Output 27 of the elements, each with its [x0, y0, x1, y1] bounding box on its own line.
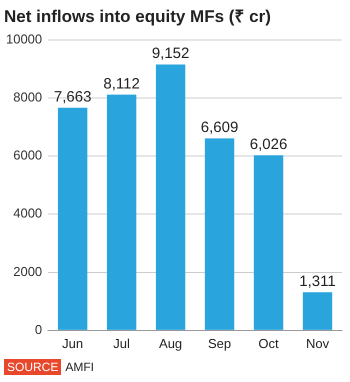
- x-tick-label: Nov: [306, 336, 330, 351]
- data-label: 6,026: [250, 136, 288, 153]
- data-label: 8,112: [103, 75, 140, 92]
- bar: [58, 108, 88, 330]
- x-tick-label: Jun: [62, 336, 84, 351]
- x-tick-label: Jul: [113, 336, 130, 351]
- y-tick-label: 10000: [6, 31, 42, 46]
- data-label: 6,609: [200, 118, 238, 136]
- bar: [204, 138, 234, 330]
- data-label: 7,663: [54, 88, 92, 106]
- bar: [156, 64, 186, 330]
- x-tick-label: Oct: [258, 336, 280, 351]
- data-label: 9,152: [152, 45, 190, 62]
- text: AMFI: [65, 360, 94, 374]
- bar: [254, 155, 284, 330]
- x-tick-label: Sep: [208, 336, 232, 351]
- x-tick-label: Aug: [159, 336, 182, 351]
- chart-title: Net inflows into equity MFs (₹ cr): [3, 6, 272, 26]
- text: SOURCE: [4, 359, 62, 375]
- bar: [106, 94, 136, 330]
- y-tick-label: 2000: [13, 264, 42, 279]
- y-tick-label: 8000: [13, 90, 42, 104]
- data-label: 1,311: [299, 272, 336, 290]
- y-tick-label: 4000: [13, 206, 42, 221]
- y-tick-label: 0: [34, 322, 42, 337]
- y-tick-label: 6000: [13, 148, 42, 163]
- bar: [302, 292, 332, 330]
